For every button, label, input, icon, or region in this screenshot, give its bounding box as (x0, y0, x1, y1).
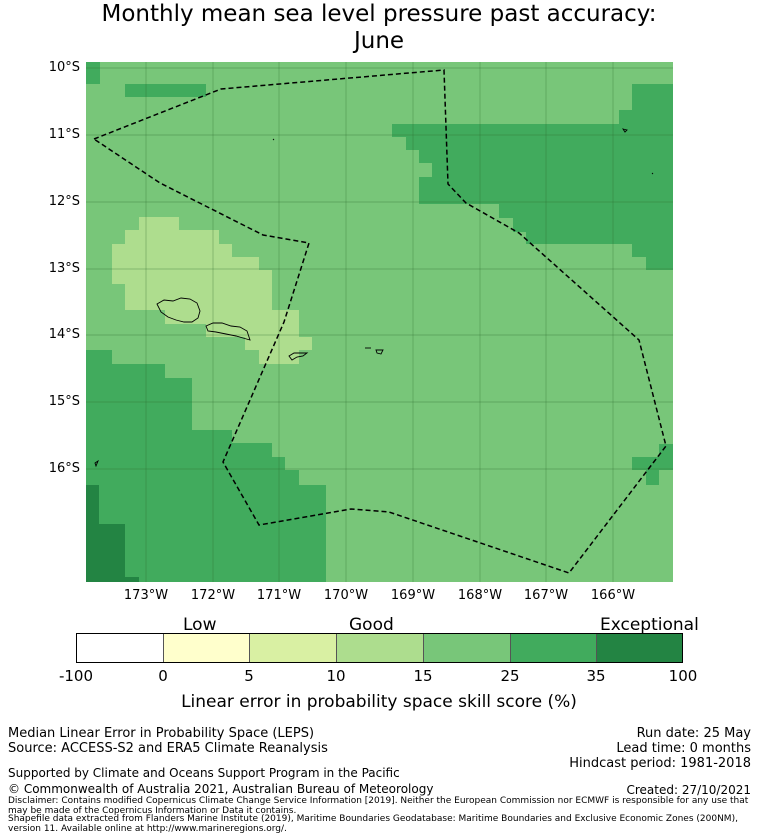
copyright-text: © Commonwealth of Australia 2021, Austra… (8, 782, 434, 796)
category-low: Low (183, 615, 217, 635)
disclaimer-text: Disclaimer: Contains modified Copernicus… (8, 796, 749, 816)
colorbar-tick: 35 (586, 667, 606, 685)
colorbar-tick: 0 (158, 667, 168, 685)
lat-label: 16°S (48, 461, 80, 476)
skill-map (86, 62, 673, 582)
lon-label: 173°W (123, 588, 169, 603)
lon-label: 166°W (590, 588, 636, 603)
lat-label: 14°S (48, 327, 80, 342)
colorbar-tick: 15 (413, 667, 433, 685)
lead-time: Lead time: 0 months (616, 741, 751, 756)
colorbar-tick: 25 (500, 667, 520, 685)
lon-label: 168°W (457, 588, 503, 603)
source-text: Source: ACCESS-S2 and ERA5 Climate Reana… (8, 741, 328, 756)
lat-label: 11°S (48, 127, 80, 142)
colorbar (76, 633, 683, 663)
map-title-line2: June (353, 28, 405, 54)
region-good-light (112, 217, 312, 364)
colorbar-segment (164, 634, 250, 662)
lat-label: 13°S (48, 261, 80, 276)
colorbar-tick: 10 (326, 667, 346, 685)
lon-label: 172°W (190, 588, 236, 603)
colorbar-segment (424, 634, 511, 662)
colorbar-segment (77, 634, 164, 662)
lon-label: 171°W (256, 588, 302, 603)
lon-label: 169°W (390, 588, 436, 603)
lat-label: 10°S (48, 60, 80, 75)
colorbar-tick: 100 (668, 667, 698, 685)
region-exceptional (86, 485, 139, 582)
colorbar-tick: -100 (58, 667, 94, 685)
created-date: Created: 27/10/2021 (626, 783, 751, 797)
hindcast-period: Hindcast period: 1981-2018 (569, 756, 751, 771)
lon-label: 167°W (523, 588, 569, 603)
lon-label: 170°W (323, 588, 369, 603)
colorbar-segment (337, 634, 424, 662)
graticule (86, 62, 673, 582)
colorbar-label: Linear error in probability space skill … (181, 692, 577, 712)
eez-boundary (92, 69, 667, 574)
colorbar-tick: 5 (244, 667, 254, 685)
method-text: Median Linear Error in Probability Space… (8, 726, 315, 741)
category-exceptional: Exceptional (600, 615, 699, 635)
map-title-line1: Monthly mean sea level pressure past acc… (101, 1, 657, 27)
colorbar-segment (511, 634, 597, 662)
shapefile-credit: Shapefile data extracted from Flanders M… (8, 814, 738, 834)
category-good: Good (349, 615, 394, 635)
colorbar-segment (597, 634, 682, 662)
run-date: Run date: 25 May (636, 726, 751, 741)
land-masses (94, 128, 654, 468)
colorbar-segment (250, 634, 337, 662)
lat-label: 12°S (48, 194, 80, 209)
support-text: Supported by Climate and Oceans Support … (8, 766, 400, 780)
lat-label: 15°S (48, 394, 80, 409)
